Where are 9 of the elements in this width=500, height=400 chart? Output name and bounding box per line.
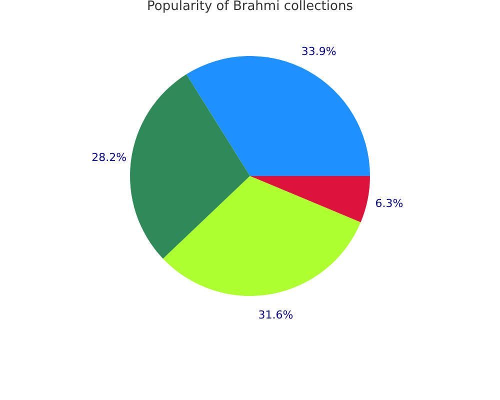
data-label: 6.3% — [375, 196, 404, 210]
pie-slice — [163, 176, 361, 296]
data-label: 31.6% — [258, 308, 294, 322]
data-label: 33.9% — [301, 44, 336, 58]
pie-slice — [186, 56, 370, 176]
pie-slice — [250, 176, 370, 222]
chart-title: Popularity of Brahmi collections — [147, 0, 354, 14]
data-label: 28.2% — [92, 151, 127, 164]
pie-slice — [130, 74, 250, 259]
